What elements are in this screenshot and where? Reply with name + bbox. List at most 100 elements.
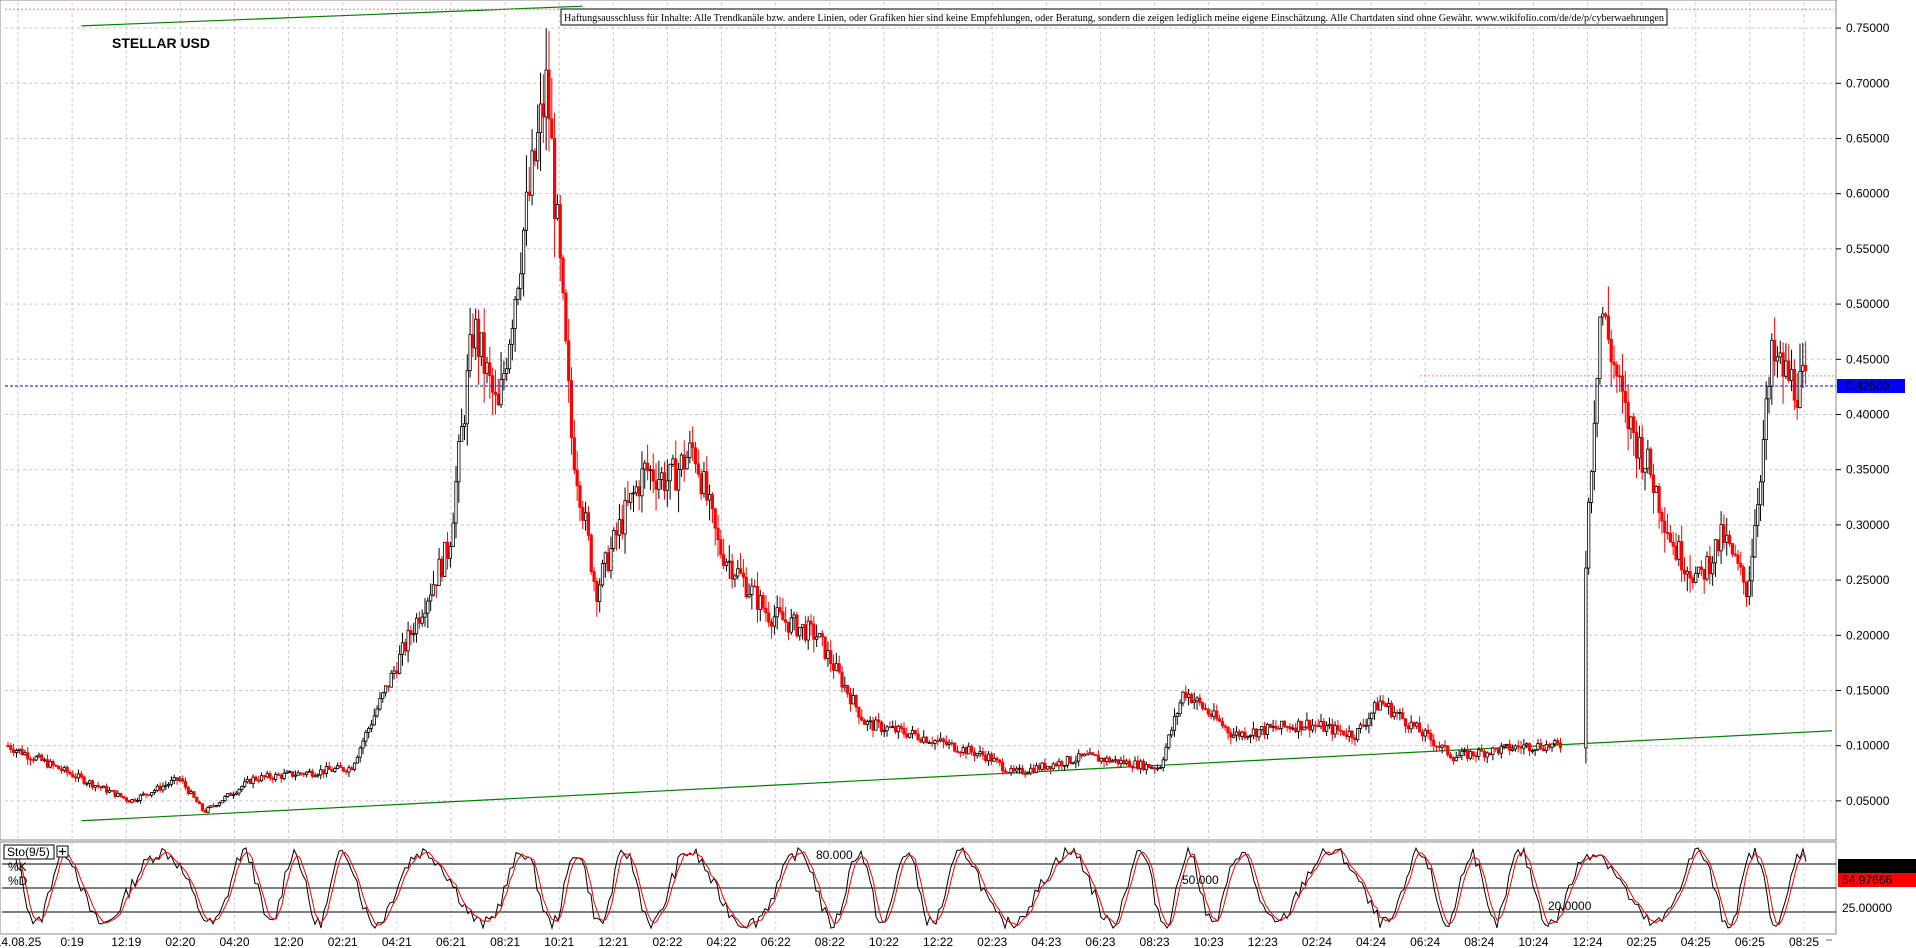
candle-body bbox=[1161, 759, 1165, 768]
y-tick-label: 0.55000 bbox=[1846, 242, 1890, 256]
candle-body bbox=[1646, 448, 1650, 469]
candle-body bbox=[74, 776, 78, 779]
candle-body bbox=[1550, 743, 1554, 748]
candle-body bbox=[1260, 726, 1264, 731]
candle-body bbox=[1725, 534, 1729, 543]
x-tick-label: 12:24 bbox=[1572, 935, 1602, 948]
candle-body bbox=[1432, 739, 1436, 747]
candle-body bbox=[1801, 364, 1805, 372]
candle-body bbox=[806, 620, 810, 641]
candle-body bbox=[761, 595, 765, 609]
candle-body bbox=[857, 706, 861, 718]
candle-body bbox=[1110, 760, 1115, 763]
candle-body bbox=[693, 447, 698, 465]
candle-body bbox=[803, 624, 807, 641]
candle-body bbox=[1451, 757, 1456, 762]
candle-body bbox=[158, 785, 162, 791]
candle-body bbox=[1364, 724, 1368, 727]
candle-body bbox=[372, 715, 376, 726]
x-tick-label: 12:19 bbox=[111, 935, 141, 948]
candle-body bbox=[640, 468, 644, 497]
candle-body bbox=[327, 766, 331, 771]
candle-body bbox=[51, 760, 55, 766]
candle-body bbox=[1099, 757, 1103, 762]
candle-body bbox=[1217, 718, 1222, 722]
candle-body bbox=[713, 508, 717, 529]
candle-body bbox=[615, 530, 619, 536]
candle-body bbox=[1254, 728, 1258, 738]
x-tick-label: 04:23 bbox=[1031, 935, 1061, 948]
candle-body bbox=[1406, 725, 1410, 730]
candle-body bbox=[161, 785, 165, 791]
candle-body bbox=[933, 740, 937, 744]
candle-body bbox=[1781, 352, 1785, 377]
candle-body bbox=[389, 672, 393, 688]
x-tick-label: 08:21 bbox=[490, 935, 520, 948]
candle-body bbox=[1516, 745, 1520, 748]
candle-body bbox=[1674, 545, 1678, 560]
candle-body bbox=[620, 519, 624, 535]
candle-body bbox=[169, 780, 174, 785]
candle-body bbox=[541, 103, 545, 118]
candle-body bbox=[730, 560, 734, 580]
y-tick-label: 0.50000 bbox=[1846, 297, 1890, 311]
candle-body bbox=[1412, 721, 1416, 727]
candle-body bbox=[1034, 765, 1039, 773]
candle-body bbox=[409, 630, 413, 636]
x-tick-label: 06:22 bbox=[761, 935, 791, 948]
candle-body bbox=[1719, 524, 1723, 552]
candle-body bbox=[851, 695, 855, 705]
candle-body bbox=[722, 554, 726, 566]
candle-body bbox=[155, 785, 159, 791]
candle-body bbox=[200, 803, 205, 811]
candle-body bbox=[1665, 532, 1670, 534]
candle-body bbox=[1744, 581, 1749, 598]
candle-body bbox=[1057, 761, 1061, 767]
candle-body bbox=[902, 728, 906, 735]
candle-body bbox=[1773, 339, 1777, 362]
candle-body bbox=[65, 766, 69, 773]
candle-body bbox=[547, 69, 551, 120]
candle-body bbox=[798, 627, 802, 637]
candle-body bbox=[744, 576, 748, 598]
x-tick-label: 10:21 bbox=[544, 935, 574, 948]
candle-body bbox=[496, 393, 500, 406]
candle-body bbox=[848, 693, 853, 705]
candle-body bbox=[1246, 736, 1250, 739]
candle-body bbox=[1533, 749, 1537, 752]
candle-body bbox=[1429, 732, 1433, 741]
candle-body bbox=[612, 530, 616, 549]
candle-body bbox=[1541, 748, 1546, 752]
candle-body bbox=[296, 772, 300, 776]
candle-body bbox=[1519, 746, 1523, 749]
candle-body bbox=[1229, 732, 1233, 738]
candle-body bbox=[516, 288, 520, 300]
candle-body bbox=[1688, 570, 1692, 579]
candle-body bbox=[1595, 378, 1599, 424]
candle-body bbox=[1006, 771, 1010, 774]
candle-body bbox=[144, 793, 148, 796]
candle-body bbox=[809, 620, 813, 625]
candle-body bbox=[1705, 556, 1709, 580]
candle-body bbox=[1147, 764, 1151, 769]
candle-body bbox=[631, 492, 636, 495]
candle-body bbox=[1201, 702, 1205, 709]
candle-body bbox=[1722, 524, 1726, 543]
candle-body bbox=[420, 616, 424, 624]
y-tick-label: 0.40000 bbox=[1846, 407, 1890, 421]
candle-body bbox=[1409, 721, 1413, 730]
candle-body bbox=[572, 437, 576, 471]
candle-body bbox=[868, 720, 872, 723]
k-line bbox=[5, 846, 1807, 930]
candle-body bbox=[1305, 719, 1309, 728]
candle-body bbox=[1344, 734, 1348, 737]
candle-body bbox=[1043, 762, 1047, 770]
candle-body bbox=[538, 103, 543, 134]
candle-body bbox=[240, 785, 244, 790]
level-20-label: 20.0000 bbox=[1548, 899, 1592, 913]
candle-body bbox=[209, 805, 213, 808]
x-tick-label: 12:20 bbox=[274, 935, 304, 948]
candle-body bbox=[462, 423, 467, 427]
candle-body bbox=[815, 636, 819, 640]
